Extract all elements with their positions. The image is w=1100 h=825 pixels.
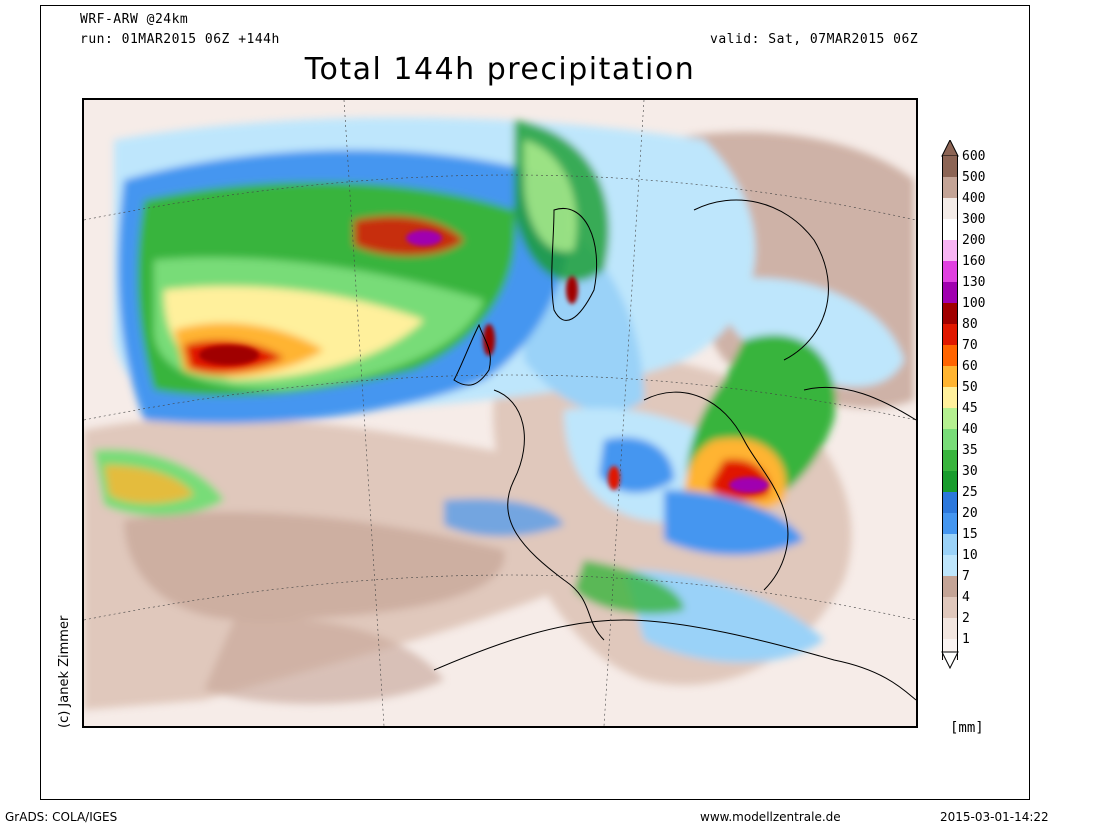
legend-level-label: 130 xyxy=(962,275,986,290)
legend-level-label: 50 xyxy=(962,380,978,395)
valid-label: valid: Sat, 07MAR2015 06Z xyxy=(710,32,919,47)
footer-website: www.modellzentrale.de xyxy=(700,810,841,824)
legend-swatch xyxy=(942,513,958,534)
legend-swatch xyxy=(942,408,958,429)
legend-swatch xyxy=(942,597,958,618)
legend-level-label: 500 xyxy=(962,170,986,185)
legend-level-label: 10 xyxy=(962,548,978,563)
precip-shading xyxy=(84,117,914,710)
unit-label: [mm] xyxy=(950,720,984,736)
legend-swatch xyxy=(942,450,958,471)
legend-swatch xyxy=(942,555,958,576)
legend-level-label: 1 xyxy=(962,632,970,647)
legend-swatch xyxy=(942,471,958,492)
legend-swatch xyxy=(942,534,958,555)
legend-level-label: 100 xyxy=(962,296,986,311)
coastlines xyxy=(433,199,916,701)
legend-level-label: 15 xyxy=(962,527,978,542)
legend-swatch xyxy=(942,576,958,597)
legend-level-label: 7 xyxy=(962,569,970,584)
legend-level-label: 600 xyxy=(962,149,986,164)
run-label: run: 01MAR2015 06Z +144h xyxy=(80,32,280,47)
legend-level-label: 25 xyxy=(962,485,978,500)
legend-level-label: 45 xyxy=(962,401,978,416)
legend-level-label: 20 xyxy=(962,506,978,521)
legend-bottom-triangle xyxy=(941,651,959,669)
legend-swatch xyxy=(942,492,958,513)
legend-level-label: 30 xyxy=(962,464,978,479)
legend-level-label: 40 xyxy=(962,422,978,437)
copyright-credit: (c) Janek Zimmer xyxy=(57,615,72,728)
map-title: Total 144h precipitation xyxy=(304,52,696,87)
footer-timestamp: 2015-03-01-14:22 xyxy=(940,810,1049,824)
legend-level-label: 35 xyxy=(962,443,978,458)
legend-swatch xyxy=(942,387,958,408)
legend-level-label: 70 xyxy=(962,338,978,353)
footer-software: GrADS: COLA/IGES xyxy=(5,810,118,824)
legend-swatch xyxy=(942,324,958,345)
precip-maxima xyxy=(199,230,769,493)
legend-level-label: 80 xyxy=(962,317,978,332)
legend-swatch xyxy=(942,240,958,261)
legend-swatch xyxy=(942,345,958,366)
legend-swatch xyxy=(942,219,958,240)
legend-swatch xyxy=(942,177,958,198)
legend-level-label: 300 xyxy=(962,212,986,227)
legend-swatch xyxy=(942,261,958,282)
legend-swatch xyxy=(942,429,958,450)
legend-level-label: 200 xyxy=(962,233,986,248)
legend-level-label: 60 xyxy=(962,359,978,374)
legend-swatch xyxy=(942,303,958,324)
legend-level-label: 400 xyxy=(962,191,986,206)
legend-level-label: 160 xyxy=(962,254,986,269)
legend-swatch xyxy=(942,282,958,303)
precipitation-map xyxy=(82,98,918,728)
legend-swatch xyxy=(942,198,958,219)
legend-level-label: 4 xyxy=(962,590,970,605)
plot-frame xyxy=(40,5,1030,800)
legend-swatch xyxy=(942,618,958,639)
legend-level-label: 2 xyxy=(962,611,970,626)
legend-swatch xyxy=(942,366,958,387)
legend-swatch xyxy=(942,156,958,177)
precipitation-field xyxy=(84,100,916,726)
model-label: WRF-ARW @24km xyxy=(80,12,189,27)
